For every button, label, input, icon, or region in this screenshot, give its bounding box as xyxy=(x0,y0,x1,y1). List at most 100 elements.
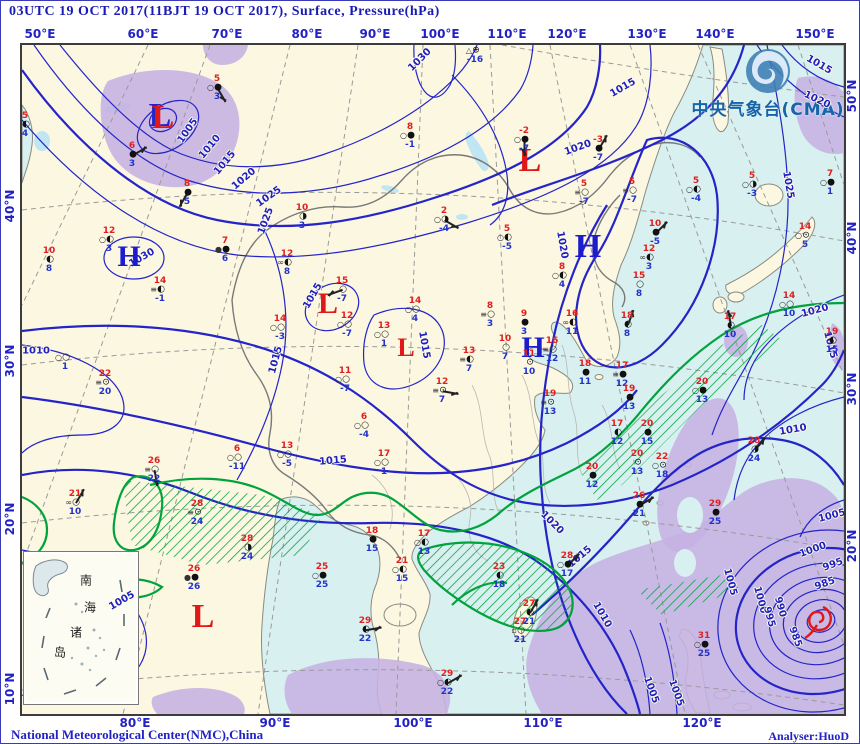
weather-symbol: ○ xyxy=(227,453,234,462)
weather-symbol: ≡ xyxy=(612,370,619,379)
dewpoint-value: 1 xyxy=(380,467,388,477)
footer-left: National Meteorological Center(NMC),Chin… xyxy=(11,727,264,742)
temperature-value: 20 xyxy=(585,462,599,472)
dewpoint-value: 20 xyxy=(98,387,112,397)
weather-symbol: ≡ xyxy=(622,186,629,195)
low-pressure-center: L xyxy=(317,287,339,320)
station-symbol: ◐ xyxy=(614,427,622,438)
dewpoint-value: 21 xyxy=(632,509,646,519)
dewpoint-value: 5 xyxy=(183,197,191,207)
temperature-value: 20 xyxy=(630,449,644,459)
weather-symbol: ≡ xyxy=(480,310,487,319)
dewpoint-value: 21 xyxy=(522,617,536,627)
station-symbol: ● xyxy=(222,244,230,255)
lon-label-top: 150°E xyxy=(795,27,835,41)
temperature-value: 14 xyxy=(782,291,796,301)
station-symbol: ⊙ xyxy=(439,385,447,396)
lon-label-top: 110°E xyxy=(487,27,527,41)
dewpoint-value: 4 xyxy=(411,314,419,324)
temperature-value: 31 xyxy=(697,631,711,641)
dewpoint-value: 15 xyxy=(365,544,379,554)
dewpoint-value: 3 xyxy=(520,327,528,337)
station-symbol: ○ xyxy=(277,322,285,333)
weather-symbol: ≡ xyxy=(144,465,151,474)
station-symbol: ⊙ xyxy=(659,460,667,471)
station-symbol: ○ xyxy=(786,299,794,310)
dewpoint-value: 3 xyxy=(128,159,136,169)
cma-logo-text: 中央气象台(CMA) xyxy=(691,100,845,120)
station-symbol: ● xyxy=(319,570,327,581)
temperature-value: 27 xyxy=(513,617,527,627)
station-symbol: ◐ xyxy=(22,119,30,130)
dewpoint-value: -4 xyxy=(691,194,701,204)
station-symbol: ◐ xyxy=(559,270,567,281)
dewpoint-value: 10 xyxy=(68,507,82,517)
temperature-value: -3 xyxy=(593,135,603,145)
surface-pressure-map[interactable]: 中央气象台(CMA) 南海诸岛 1005 1010 1015 1020 1025 1025… xyxy=(20,43,846,716)
weather-symbol: ○ xyxy=(414,538,421,547)
temperature-value: 10 xyxy=(295,203,309,213)
dewpoint-value: 21 xyxy=(513,635,527,645)
station-symbol: ○ xyxy=(151,464,159,475)
cma-logo: 中央气象台(CMA) xyxy=(678,45,845,120)
dewpoint-value: 3 xyxy=(486,319,494,329)
high-pressure-center: H xyxy=(574,228,602,265)
temperature-value: 5 xyxy=(580,179,588,189)
inset-label-char: 海 xyxy=(83,600,97,615)
dewpoint-value: 15 xyxy=(640,437,654,447)
station-symbol: ● xyxy=(699,385,707,396)
lon-label-top: 120°E xyxy=(547,27,587,41)
honshu-island xyxy=(725,216,816,295)
station-symbol: ○ xyxy=(339,284,347,295)
temperature-value: 5 xyxy=(213,74,221,84)
temperature-value: 22 xyxy=(655,452,669,462)
dewpoint-value: 26 xyxy=(187,582,201,592)
weather-symbol: ● xyxy=(215,245,222,254)
station-symbol: ● xyxy=(582,367,590,378)
station-symbol: ○ xyxy=(487,309,495,320)
hokkaido-island xyxy=(754,183,784,207)
station-symbol: ○ xyxy=(234,452,242,463)
temperature-value: 5 xyxy=(628,177,636,187)
temperature-value: 2 xyxy=(440,206,448,216)
station-symbol: ◐ xyxy=(421,537,429,548)
dewpoint-value: 7 xyxy=(438,395,446,405)
weather-symbol: ○ xyxy=(337,320,344,329)
temperature-value: 18 xyxy=(365,526,379,536)
temperature-value: 29 xyxy=(358,616,372,626)
station-symbol: ○ xyxy=(581,187,589,198)
station-symbol: ○ xyxy=(629,185,637,196)
station-symbol: ◐ xyxy=(569,317,577,328)
station-symbol: ● xyxy=(712,507,720,518)
station-symbol: ◐ xyxy=(46,254,54,265)
weather-symbol: ∞ xyxy=(562,318,569,327)
temperature-value: 19 xyxy=(825,327,839,337)
dewpoint-value: 12 xyxy=(610,437,624,447)
isobar-label: 1010 xyxy=(22,345,50,357)
station-symbol: ◐ xyxy=(496,570,504,581)
dewpoint-value: -7 xyxy=(340,384,350,394)
jeju-island xyxy=(594,374,604,380)
station-symbol: ● xyxy=(407,130,415,141)
dewpoint-value: 4 xyxy=(558,280,566,290)
dewpoint-value: 13 xyxy=(622,402,636,412)
weather-symbol: ○ xyxy=(55,353,62,362)
temperature-value: 27 xyxy=(522,599,536,609)
lon-label-bottom: 120°E xyxy=(682,716,722,730)
station-symbol: ◐ xyxy=(829,335,837,346)
weather-symbol: ○ xyxy=(686,185,693,194)
station-symbol: ● xyxy=(184,187,192,198)
weather-symbol: ≡ xyxy=(459,355,466,364)
station-symbol: ◐ xyxy=(646,252,654,263)
station-symbol: ◑ xyxy=(749,179,757,190)
dewpoint-value: -3 xyxy=(275,332,285,342)
dewpoint-value: -7 xyxy=(337,294,347,304)
station-symbol: ● xyxy=(191,572,199,583)
temperature-value: 7 xyxy=(221,236,229,246)
temperature-value: 16 xyxy=(545,336,559,346)
sakhalin-island xyxy=(709,46,730,133)
temperature-value: 15 xyxy=(632,271,646,281)
station-symbol: ● xyxy=(369,534,377,545)
weather-symbol: ○ xyxy=(497,233,504,242)
temperature-value: 17 xyxy=(417,529,431,539)
